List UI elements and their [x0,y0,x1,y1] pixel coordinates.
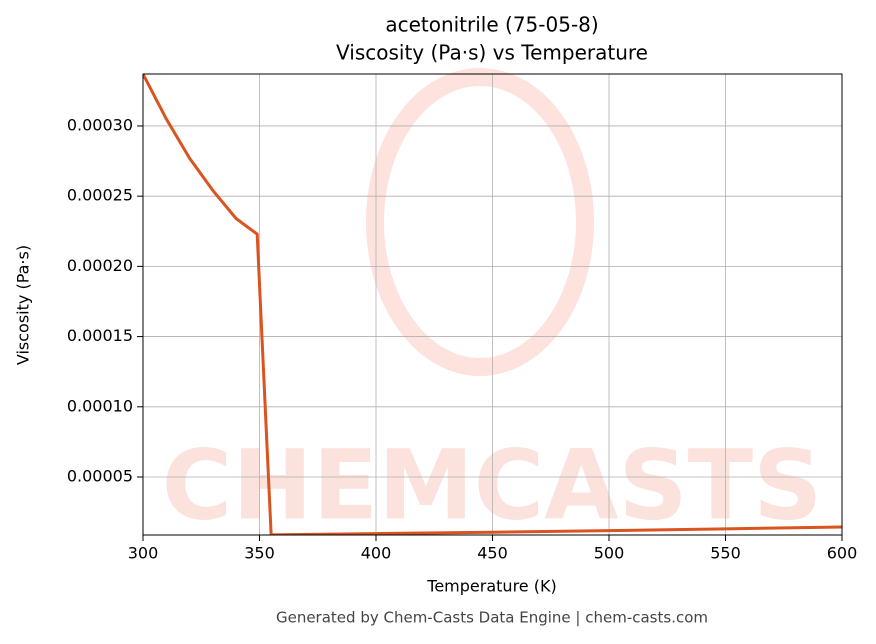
x-tick-label: 550 [710,544,741,563]
y-axis-label: Viscosity (Pa·s) [14,245,33,365]
x-tick-label: 450 [477,544,508,563]
watermark: CHEMCASTS [162,429,822,541]
footer: Generated by Chem-Casts Data Engine | ch… [276,609,708,627]
y-tick-label: 0.00030 [67,115,133,134]
x-tick-label: 600 [827,544,858,563]
chart-title: acetonitrile (75-05-8) [385,13,598,37]
watermark-logo [366,68,594,376]
x-tick-label: 400 [361,544,392,563]
y-tick-label: 0.00020 [67,256,133,275]
x-tick-label: 300 [128,544,159,563]
data-line [143,74,842,535]
x-tick-label: 350 [244,544,275,563]
y-tick-label: 0.00005 [67,467,133,486]
y-tick-label: 0.00010 [67,396,133,415]
chart-subtitle: Viscosity (Pa·s) vs Temperature [336,41,648,65]
y-tick-label: 0.00025 [67,186,133,205]
plot-frame [142,73,843,536]
x-tick-label: 500 [594,544,625,563]
y-tick-label: 0.00015 [67,326,133,345]
x-axis-label: Temperature (K) [426,577,556,596]
